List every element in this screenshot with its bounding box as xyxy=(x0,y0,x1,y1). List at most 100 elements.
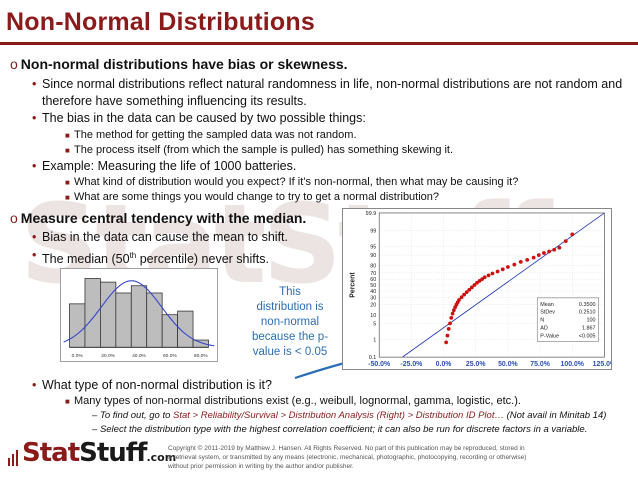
data-point xyxy=(486,273,491,278)
s1-bullet-3-text: Example: Measuring the life of 1000 batt… xyxy=(42,159,297,173)
y-tick-label: 90 xyxy=(370,253,376,259)
stats-label: N xyxy=(540,318,544,324)
bullet-square-icon: ■ xyxy=(65,178,70,187)
data-point xyxy=(557,245,562,250)
s2-dash-2: – Select the distribution type with the … xyxy=(92,424,588,435)
data-point xyxy=(570,232,575,237)
histogram-tick-label: 80.0% xyxy=(194,353,208,359)
statstuff-logo: StatStuff.com xyxy=(22,438,176,468)
y-tick-label: 99 xyxy=(370,229,376,235)
copyright-notice: Copyright © 2011-2019 by Matthew J. Hans… xyxy=(168,445,527,470)
section2-heading-text: Measure central tendency with the median… xyxy=(20,210,307,226)
data-point xyxy=(536,253,541,258)
data-point xyxy=(449,315,454,320)
stats-value: 0.3500 xyxy=(579,302,596,308)
histogram-tick-label: 40.0% xyxy=(132,353,146,359)
stats-value: 0.2510 xyxy=(579,310,596,316)
x-tick-label: -50.0% xyxy=(368,361,390,368)
s1-bullet-1-text: Since normal distributions reflect natur… xyxy=(42,77,623,108)
stats-label: StDev xyxy=(540,310,555,316)
logo-main: Stat xyxy=(22,438,80,468)
stats-label: Mean xyxy=(540,302,554,308)
bullet-o-icon: o xyxy=(10,210,18,226)
x-tick-label: -25.0% xyxy=(400,361,422,368)
x-tick-label: 75.0% xyxy=(530,361,550,368)
data-point xyxy=(512,262,517,267)
data-point xyxy=(469,285,474,290)
s1-sub-bullet-a: ■ The method for getting the sampled data… xyxy=(65,129,357,141)
s1-sub-bullet-b-text: The process itself (from which the sampl… xyxy=(74,144,454,156)
data-point xyxy=(552,247,557,252)
bullet-square-icon: ■ xyxy=(65,193,70,202)
menu-path: Stat > Reliability/Survival > Distributi… xyxy=(173,410,504,421)
y-tick-label: 1 xyxy=(373,337,376,343)
s2-sub-bullet-a-text: Many types of non-normal distributions e… xyxy=(74,395,521,407)
stats-label: P-Value xyxy=(540,333,559,339)
s1-bullet-2: • The bias in the data can be caused by t… xyxy=(32,110,632,127)
data-point xyxy=(445,333,450,338)
bullet-square-icon: ■ xyxy=(65,146,70,155)
x-tick-label: 0.0% xyxy=(436,361,452,368)
data-point xyxy=(518,259,523,264)
bullet-dot-icon: • xyxy=(32,77,37,91)
data-point xyxy=(490,271,495,276)
bullet-square-icon: ■ xyxy=(65,397,70,406)
bullet-o-icon: o xyxy=(10,56,18,72)
data-point xyxy=(459,295,464,300)
stats-label: AD xyxy=(540,325,548,331)
histogram-tick-label: 60.0% xyxy=(163,353,177,359)
s2-dash-1-post: (Not avail in Minitab 14) xyxy=(503,410,607,421)
section1-heading: o Non-normal distributions have bias or s… xyxy=(10,56,348,72)
title-divider xyxy=(0,42,638,45)
s2-bullet-2: • The median (50th percentile) never shif… xyxy=(32,247,342,268)
bullet-dot-icon: • xyxy=(32,230,37,244)
y-tick-label: 70 xyxy=(370,271,376,277)
data-point xyxy=(542,251,546,255)
histogram-bar xyxy=(115,292,132,348)
y-tick-label: 50 xyxy=(370,283,376,289)
s2-bullet-1-text: Bias in the data can cause the mean to s… xyxy=(42,230,288,244)
y-tick-label: 20 xyxy=(370,303,376,309)
histogram-bar xyxy=(84,278,101,348)
y-tick-label: 0.1 xyxy=(369,355,377,361)
s1-sub-bullet-a-text: The method for getting the sampled data … xyxy=(74,129,357,141)
s1-sub-bullet-c: ■ What kind of distribution would you exp… xyxy=(65,176,518,188)
s1-bullet-1: • Since normal distributions reflect natu… xyxy=(32,76,632,110)
histogram-bar xyxy=(146,292,163,348)
normal-curve-line xyxy=(63,280,215,347)
y-tick-label: 30 xyxy=(370,295,376,301)
data-point xyxy=(448,321,452,326)
stats-value: 1.867 xyxy=(582,325,596,331)
y-tick-label: 99.9 xyxy=(366,211,377,217)
y-tick-label: 95 xyxy=(370,245,376,251)
bullet-dot-icon: • xyxy=(32,248,37,262)
x-tick-label: 25.0% xyxy=(466,361,486,368)
data-point xyxy=(457,298,461,302)
s1-bullet-3: • Example: Measuring the life of 1000 bat… xyxy=(32,158,632,175)
stats-value: <0.005 xyxy=(579,333,596,339)
s2-dash-2-text: Select the distribution type with the hi… xyxy=(99,424,588,435)
data-point xyxy=(450,311,455,316)
logo-second: Stuff xyxy=(79,438,147,468)
y-tick-label: 80 xyxy=(370,263,376,269)
data-point xyxy=(547,249,551,254)
data-point xyxy=(464,290,469,295)
histogram-tick-label: 20.0% xyxy=(101,353,115,359)
data-point xyxy=(472,283,477,287)
data-point xyxy=(467,287,472,292)
s2-bullet-2-text-b: percentile) never shifts. xyxy=(136,252,269,267)
s2-dash-1: – To find out, go to Stat > Reliability/… xyxy=(92,410,607,421)
data-point xyxy=(500,267,505,272)
s2-bullet-2-text-a: The median (50 xyxy=(42,252,130,267)
page-title: Non-Normal Distributions xyxy=(6,8,315,36)
histogram-bar xyxy=(130,285,148,348)
s1-sub-bullet-b: ■ The process itself (from which the samp… xyxy=(65,144,454,156)
s2-bullet-3: • What type of non-normal distribution is… xyxy=(32,377,442,394)
x-tick-label: 50.0% xyxy=(498,361,518,368)
p-value-callout: This distribution is non-normal because … xyxy=(251,286,329,358)
histogram-chart: 0.0% 20.0% 40.0% 60.0% 80.0% xyxy=(60,268,218,362)
s1-sub-bullet-d-text: What are some things you would change to… xyxy=(74,191,440,203)
fit-line xyxy=(402,212,605,358)
logo-bars-icon xyxy=(8,450,18,466)
y-tick-label: 60 xyxy=(370,277,376,283)
